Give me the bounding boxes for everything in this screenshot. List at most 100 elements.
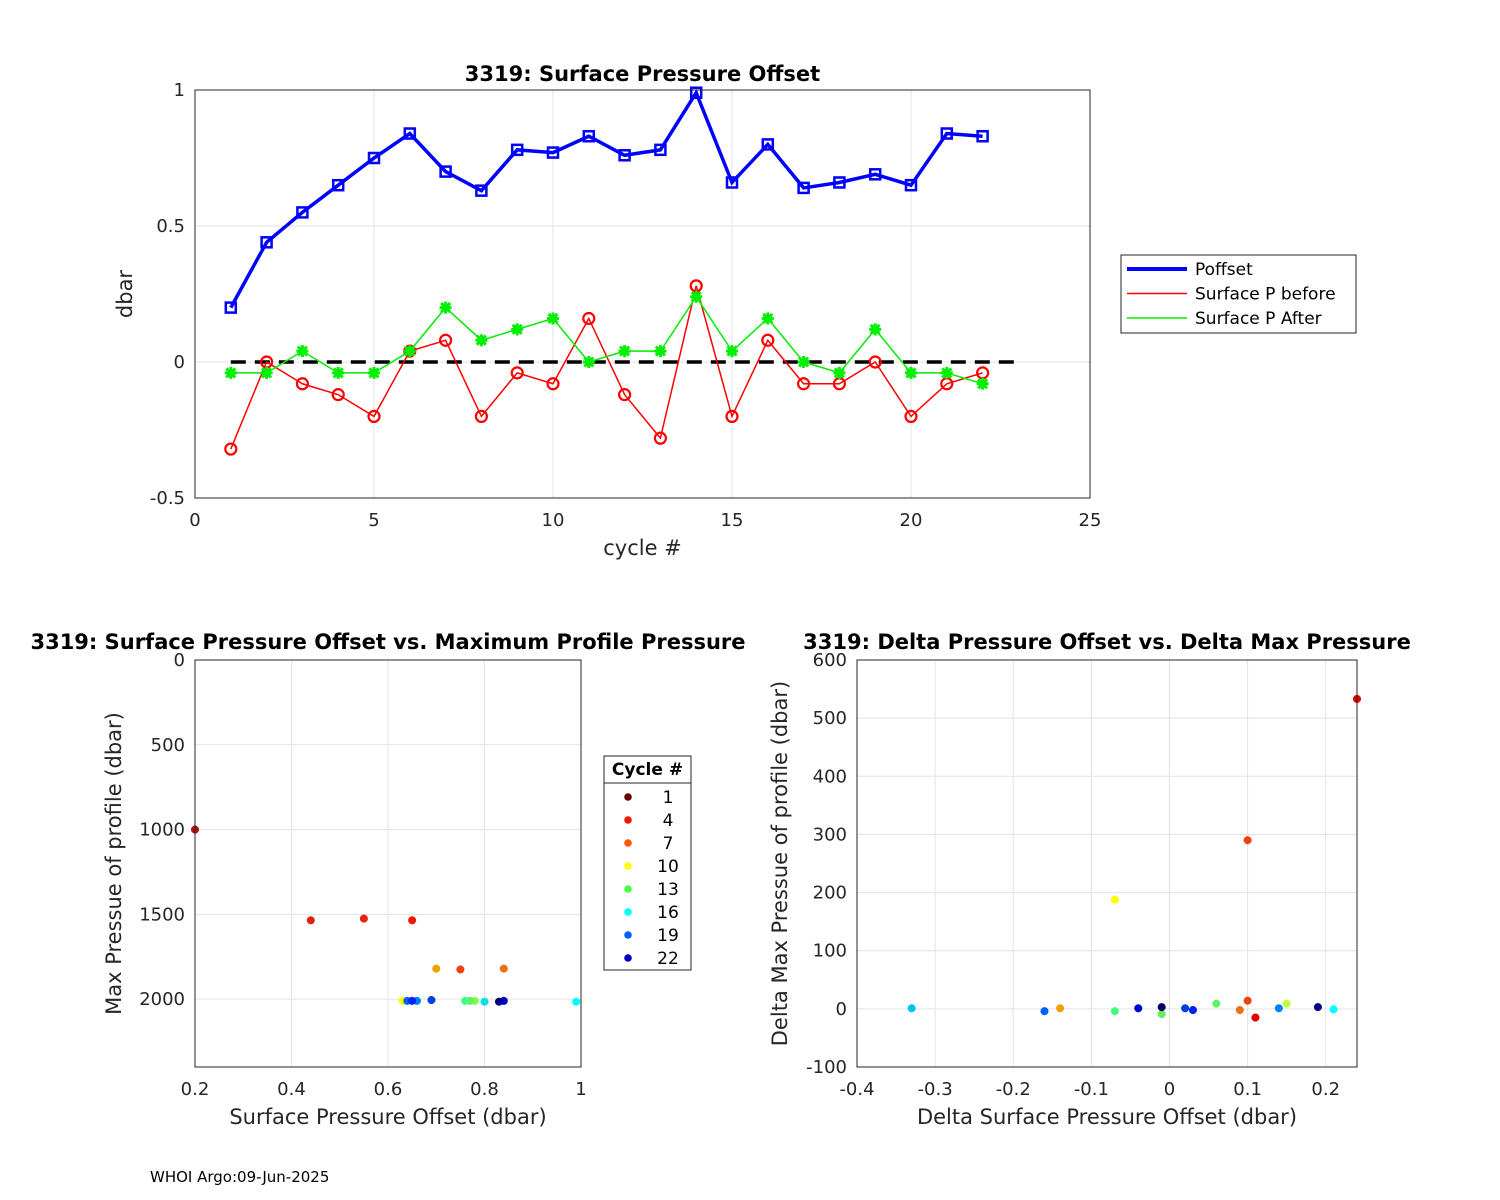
data-point-marker <box>654 345 667 358</box>
scatter-point <box>306 916 315 925</box>
scatter-point <box>456 965 465 974</box>
legend-marker <box>624 908 632 916</box>
legend-label: 16 <box>657 903 679 923</box>
x-tick-label: 0 <box>1164 1079 1175 1100</box>
data-point-marker <box>224 301 238 314</box>
data-point-marker <box>295 377 309 391</box>
data-point-marker <box>547 312 559 325</box>
data-point-marker <box>582 129 596 143</box>
x-tick-label: 0.6 <box>374 1079 403 1100</box>
x-tick-label: 0 <box>189 510 200 531</box>
legend-label: 13 <box>657 880 679 900</box>
y-tick-label: 300 <box>813 824 847 845</box>
scatter-point <box>1251 1013 1260 1022</box>
data-point-marker <box>368 366 380 379</box>
data-point-marker <box>833 176 846 189</box>
data-point-marker <box>976 129 989 143</box>
legend-label: Surface P before <box>1195 285 1336 305</box>
data-point-marker <box>510 366 524 380</box>
points-group <box>907 694 1362 1022</box>
x-tick-label: 20 <box>900 510 923 531</box>
scatter-point <box>494 997 504 1006</box>
data-point-marker <box>511 323 524 336</box>
legend-label: 19 <box>657 926 679 946</box>
x-tick-label: 5 <box>368 510 379 531</box>
data-point-marker <box>726 345 738 358</box>
data-point-marker <box>904 178 918 192</box>
series-group <box>224 86 1019 456</box>
data-point-marker <box>510 143 524 157</box>
data-point-marker <box>403 127 417 140</box>
x-tick-label: 0.8 <box>470 1079 499 1100</box>
scatter-point <box>1274 1004 1283 1013</box>
data-point-marker <box>868 168 882 181</box>
chart-title: 3319: Surface Pressure Offset <box>465 62 820 86</box>
data-point-marker <box>725 176 739 189</box>
y-tick-label: 100 <box>813 941 847 962</box>
data-point-marker <box>367 409 381 423</box>
x-tick-label: 0.4 <box>277 1079 306 1100</box>
x-tick-label: 15 <box>721 510 744 531</box>
plot-border <box>194 659 582 1068</box>
y-tick-label: 600 <box>813 650 847 671</box>
scatter-point <box>1212 999 1221 1008</box>
y-tick-label: 500 <box>813 708 847 729</box>
scatter-point <box>359 914 368 923</box>
data-point-marker <box>296 206 309 219</box>
x-tick-label: -0.3 <box>918 1079 953 1100</box>
scatter-point <box>1056 1004 1065 1013</box>
y-tick-label: 2000 <box>139 989 185 1010</box>
data-point-marker <box>976 377 989 390</box>
legend-marker <box>624 839 632 847</box>
x-tick-label: -0.4 <box>839 1079 874 1100</box>
points-group <box>190 825 581 1006</box>
y-tick-label: 0 <box>174 650 185 671</box>
data-point-marker <box>546 146 560 159</box>
data-point-marker <box>546 377 560 391</box>
scatter-point <box>1313 1003 1322 1012</box>
scatter-point <box>1188 1005 1197 1015</box>
y-axis-label: Delta Max Pressue of profile (dbar) <box>768 681 792 1046</box>
data-point-marker <box>761 138 775 151</box>
x-tick-label: -0.2 <box>996 1079 1031 1100</box>
scatter-point <box>1329 1005 1338 1014</box>
legend-label: 22 <box>657 949 679 969</box>
chart-title: 3319: Delta Pressure Offset vs. Delta Ma… <box>803 630 1411 654</box>
data-point-marker <box>617 388 632 402</box>
legend-label: Surface P After <box>1195 309 1322 329</box>
series-line <box>229 88 983 309</box>
data-point-marker <box>905 366 917 379</box>
data-point-marker <box>582 356 595 368</box>
scatter-point <box>1040 1007 1049 1016</box>
scatter-point <box>461 996 470 1005</box>
data-point-marker <box>690 290 703 303</box>
chart-title: 3319: Surface Pressure Offset vs. Maximu… <box>30 630 745 654</box>
y-tick-label: 400 <box>813 766 847 787</box>
data-point-marker <box>367 151 381 165</box>
legend-box <box>603 755 692 971</box>
plot-border <box>194 89 1091 499</box>
tick-labels: 0 5 10 15 20 25-0.500.51 <box>150 80 1102 531</box>
scatter-point <box>1157 1010 1166 1019</box>
data-point-marker <box>761 333 775 347</box>
data-point-marker <box>761 312 774 325</box>
y-tick-label: 200 <box>813 883 847 904</box>
data-point-marker <box>260 366 273 379</box>
legend-label: Poffset <box>1195 260 1253 280</box>
data-point-marker <box>260 236 273 249</box>
legend-marker <box>624 931 632 939</box>
scatter-point <box>1157 1003 1166 1012</box>
x-tick-label: 1 <box>575 1079 586 1100</box>
data-point-marker <box>439 301 452 314</box>
x-axis-label: Surface Pressure Offset (dbar) <box>229 1105 546 1129</box>
scatter-point <box>432 964 441 973</box>
scatter-point <box>499 964 508 973</box>
x-tick-label: 0.2 <box>181 1079 210 1100</box>
delta-offset-vs-delta-maxpressure-plot: -0.4 -0.3 -0.2 -0.1 0 0.1 0.2 -100 0 100 200 300 400… <box>768 630 1411 1129</box>
y-tick-label: 1500 <box>139 904 185 925</box>
scatter-point <box>1243 836 1252 845</box>
data-point-marker <box>475 184 488 197</box>
y-tick-label: 500 <box>151 735 185 756</box>
scatter-point <box>1134 1004 1143 1013</box>
